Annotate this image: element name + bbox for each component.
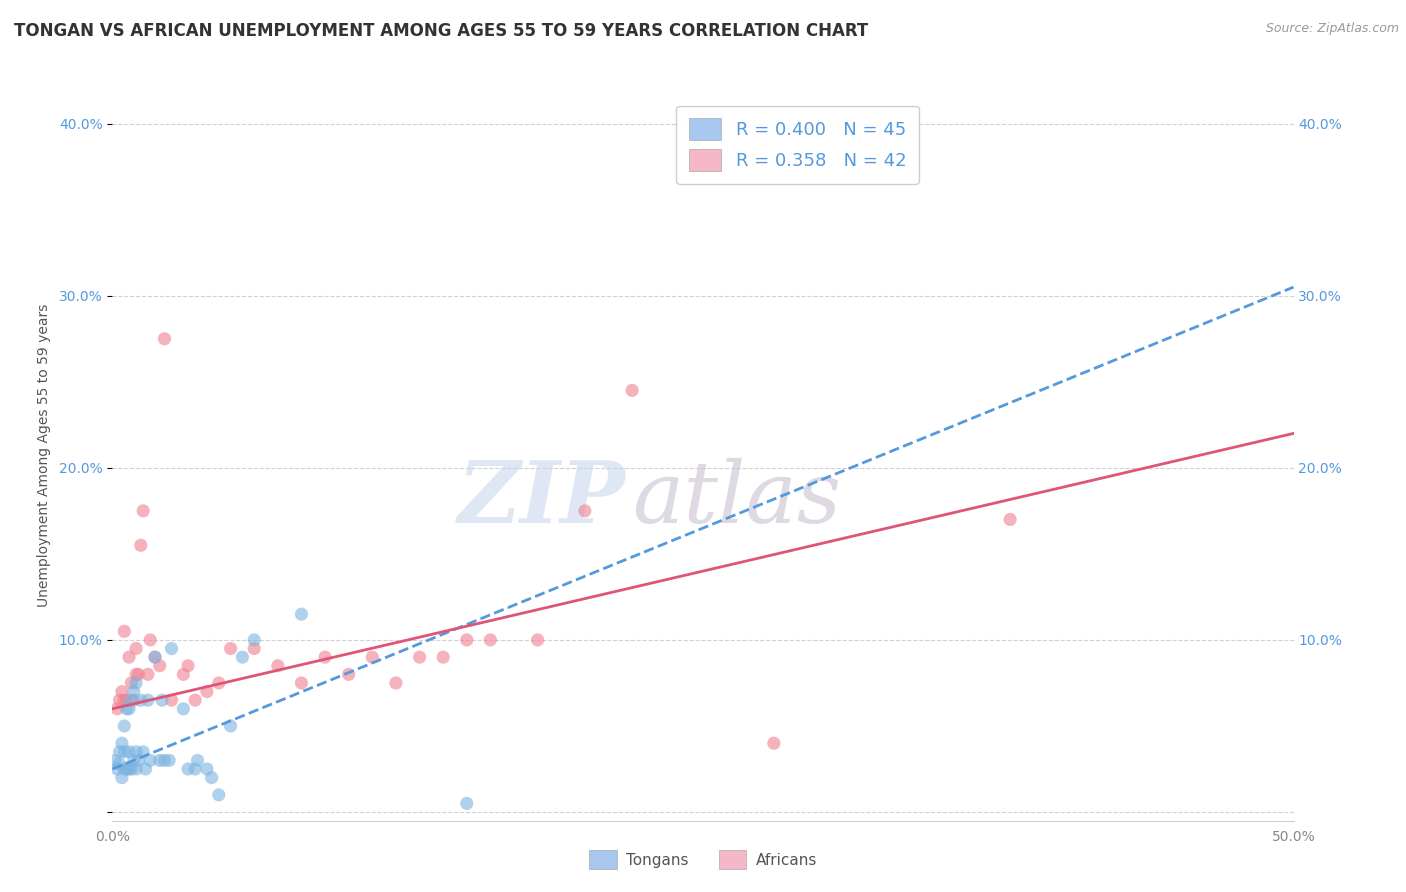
Point — [112, 762, 135, 776]
Point — [195, 762, 218, 776]
Point — [177, 762, 200, 776]
Point — [186, 753, 208, 767]
Point — [127, 667, 149, 681]
Point — [172, 667, 194, 681]
Point — [149, 658, 172, 673]
Point — [136, 693, 159, 707]
Y-axis label: Unemployment Among Ages 55 to 59 years: Unemployment Among Ages 55 to 59 years — [37, 303, 51, 607]
Point — [112, 719, 135, 733]
Point — [139, 632, 162, 647]
Point — [267, 658, 290, 673]
Point — [208, 788, 231, 802]
Point — [231, 650, 253, 665]
Point — [432, 650, 454, 665]
Point — [112, 624, 135, 639]
Point — [125, 745, 148, 759]
Legend: Tongans, Africans: Tongans, Africans — [583, 845, 823, 875]
Point — [115, 702, 138, 716]
Point — [456, 632, 478, 647]
Point — [111, 771, 134, 785]
Point — [456, 797, 478, 811]
Point — [219, 641, 242, 656]
Point — [526, 632, 548, 647]
Point — [136, 667, 159, 681]
Point — [143, 650, 166, 665]
Point — [105, 762, 128, 776]
Point — [201, 771, 224, 785]
Point — [195, 684, 218, 698]
Point — [120, 676, 142, 690]
Point — [290, 607, 312, 621]
Point — [479, 632, 502, 647]
Point — [118, 650, 141, 665]
Point — [108, 745, 131, 759]
Point — [118, 762, 141, 776]
Point — [153, 332, 176, 346]
Point — [385, 676, 408, 690]
Point — [143, 650, 166, 665]
Point — [290, 676, 312, 690]
Point — [125, 667, 148, 681]
Point — [314, 650, 336, 665]
Point — [125, 641, 148, 656]
Point — [408, 650, 430, 665]
Point — [104, 753, 127, 767]
Text: Source: ZipAtlas.com: Source: ZipAtlas.com — [1265, 22, 1399, 36]
Point — [135, 762, 157, 776]
Point — [621, 384, 644, 398]
Text: TONGAN VS AFRICAN UNEMPLOYMENT AMONG AGES 55 TO 59 YEARS CORRELATION CHART: TONGAN VS AFRICAN UNEMPLOYMENT AMONG AGE… — [14, 22, 869, 40]
Point — [129, 538, 152, 552]
Point — [337, 667, 360, 681]
Point — [243, 641, 266, 656]
Point — [115, 762, 138, 776]
Point — [118, 702, 141, 716]
Point — [157, 753, 180, 767]
Text: ZIP: ZIP — [458, 457, 626, 541]
Point — [153, 753, 176, 767]
Point — [150, 693, 173, 707]
Point — [243, 632, 266, 647]
Point — [184, 762, 207, 776]
Point — [219, 719, 242, 733]
Point — [122, 684, 145, 698]
Point — [172, 702, 194, 716]
Point — [122, 693, 145, 707]
Point — [149, 753, 172, 767]
Point — [125, 762, 148, 776]
Point — [762, 736, 785, 750]
Point — [139, 753, 162, 767]
Point — [998, 512, 1021, 526]
Point — [111, 736, 134, 750]
Point — [574, 504, 596, 518]
Point — [120, 693, 142, 707]
Point — [132, 745, 155, 759]
Point — [160, 693, 183, 707]
Point — [108, 693, 131, 707]
Text: atlas: atlas — [633, 458, 841, 541]
Point — [120, 762, 142, 776]
Point — [208, 676, 231, 690]
Point — [132, 504, 155, 518]
Point — [108, 756, 131, 771]
Point — [112, 745, 135, 759]
Point — [129, 693, 152, 707]
Point — [115, 693, 138, 707]
Point — [118, 745, 141, 759]
Point — [184, 693, 207, 707]
Point — [127, 753, 149, 767]
Point — [361, 650, 384, 665]
Point — [105, 702, 128, 716]
Point — [112, 693, 135, 707]
Point — [177, 658, 200, 673]
Point — [125, 676, 148, 690]
Point — [111, 684, 134, 698]
Point — [160, 641, 183, 656]
Point — [122, 753, 145, 767]
